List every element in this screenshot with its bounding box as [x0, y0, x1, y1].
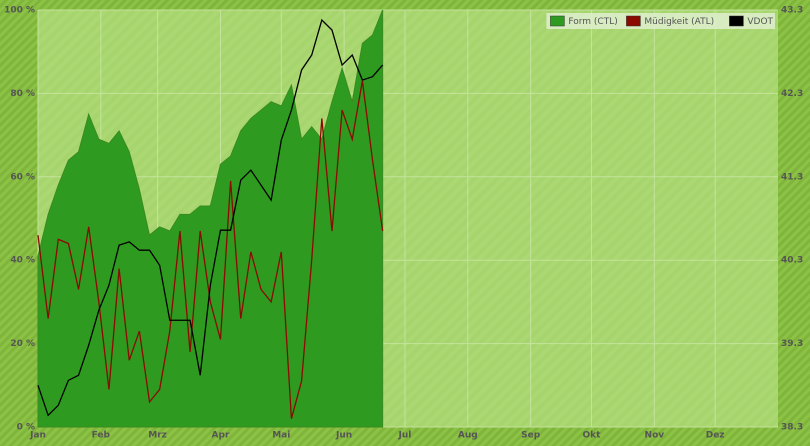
x-tick-label: Apr: [212, 431, 230, 441]
y-tick-label: 0 %: [17, 423, 35, 433]
y2-tick-label: 40.3: [781, 256, 803, 266]
legend-label: VDOT: [747, 17, 773, 27]
y-tick-label: 40 %: [10, 256, 35, 266]
y2-tick-label: 41.3: [781, 172, 803, 182]
y-tick-label: 80 %: [10, 89, 35, 99]
x-tick-label: Jul: [398, 431, 412, 441]
y-tick-label: 20 %: [10, 339, 35, 349]
x-tick-label: Mai: [272, 431, 290, 441]
y2-tick-label: 42.3: [781, 89, 803, 99]
x-tick-label: Jan: [29, 431, 46, 441]
legend-swatch: [626, 15, 641, 27]
x-tick-label: Sep: [521, 431, 541, 441]
x-tick-label: Okt: [583, 431, 602, 441]
x-tick-label: Dez: [706, 431, 725, 441]
y2-tick-label: 38.3: [781, 423, 803, 433]
legend-label: Form (CTL): [568, 17, 617, 27]
x-tick-label: Nov: [645, 431, 665, 441]
legend-swatch: [729, 15, 744, 27]
legend-swatch: [550, 15, 565, 27]
x-tick-label: Jun: [335, 431, 352, 441]
legend: Form (CTL) Müdigkeit (ATL) VDOT: [546, 13, 775, 29]
y2-tick-label: 43.3: [781, 6, 803, 16]
legend-box: [546, 13, 775, 29]
y2-tick-label: 39.3: [781, 339, 803, 349]
line: [37, 80, 384, 419]
x-tick-label: Feb: [92, 431, 111, 441]
line: [37, 18, 384, 417]
area: [37, 9, 384, 428]
x-tick-label: Mrz: [148, 431, 167, 441]
y-tick-label: 100 %: [4, 6, 35, 16]
y-tick-label: 60 %: [10, 172, 35, 182]
x-tick-label: Aug: [458, 431, 478, 441]
legend-label: Müdigkeit (ATL): [644, 17, 714, 27]
